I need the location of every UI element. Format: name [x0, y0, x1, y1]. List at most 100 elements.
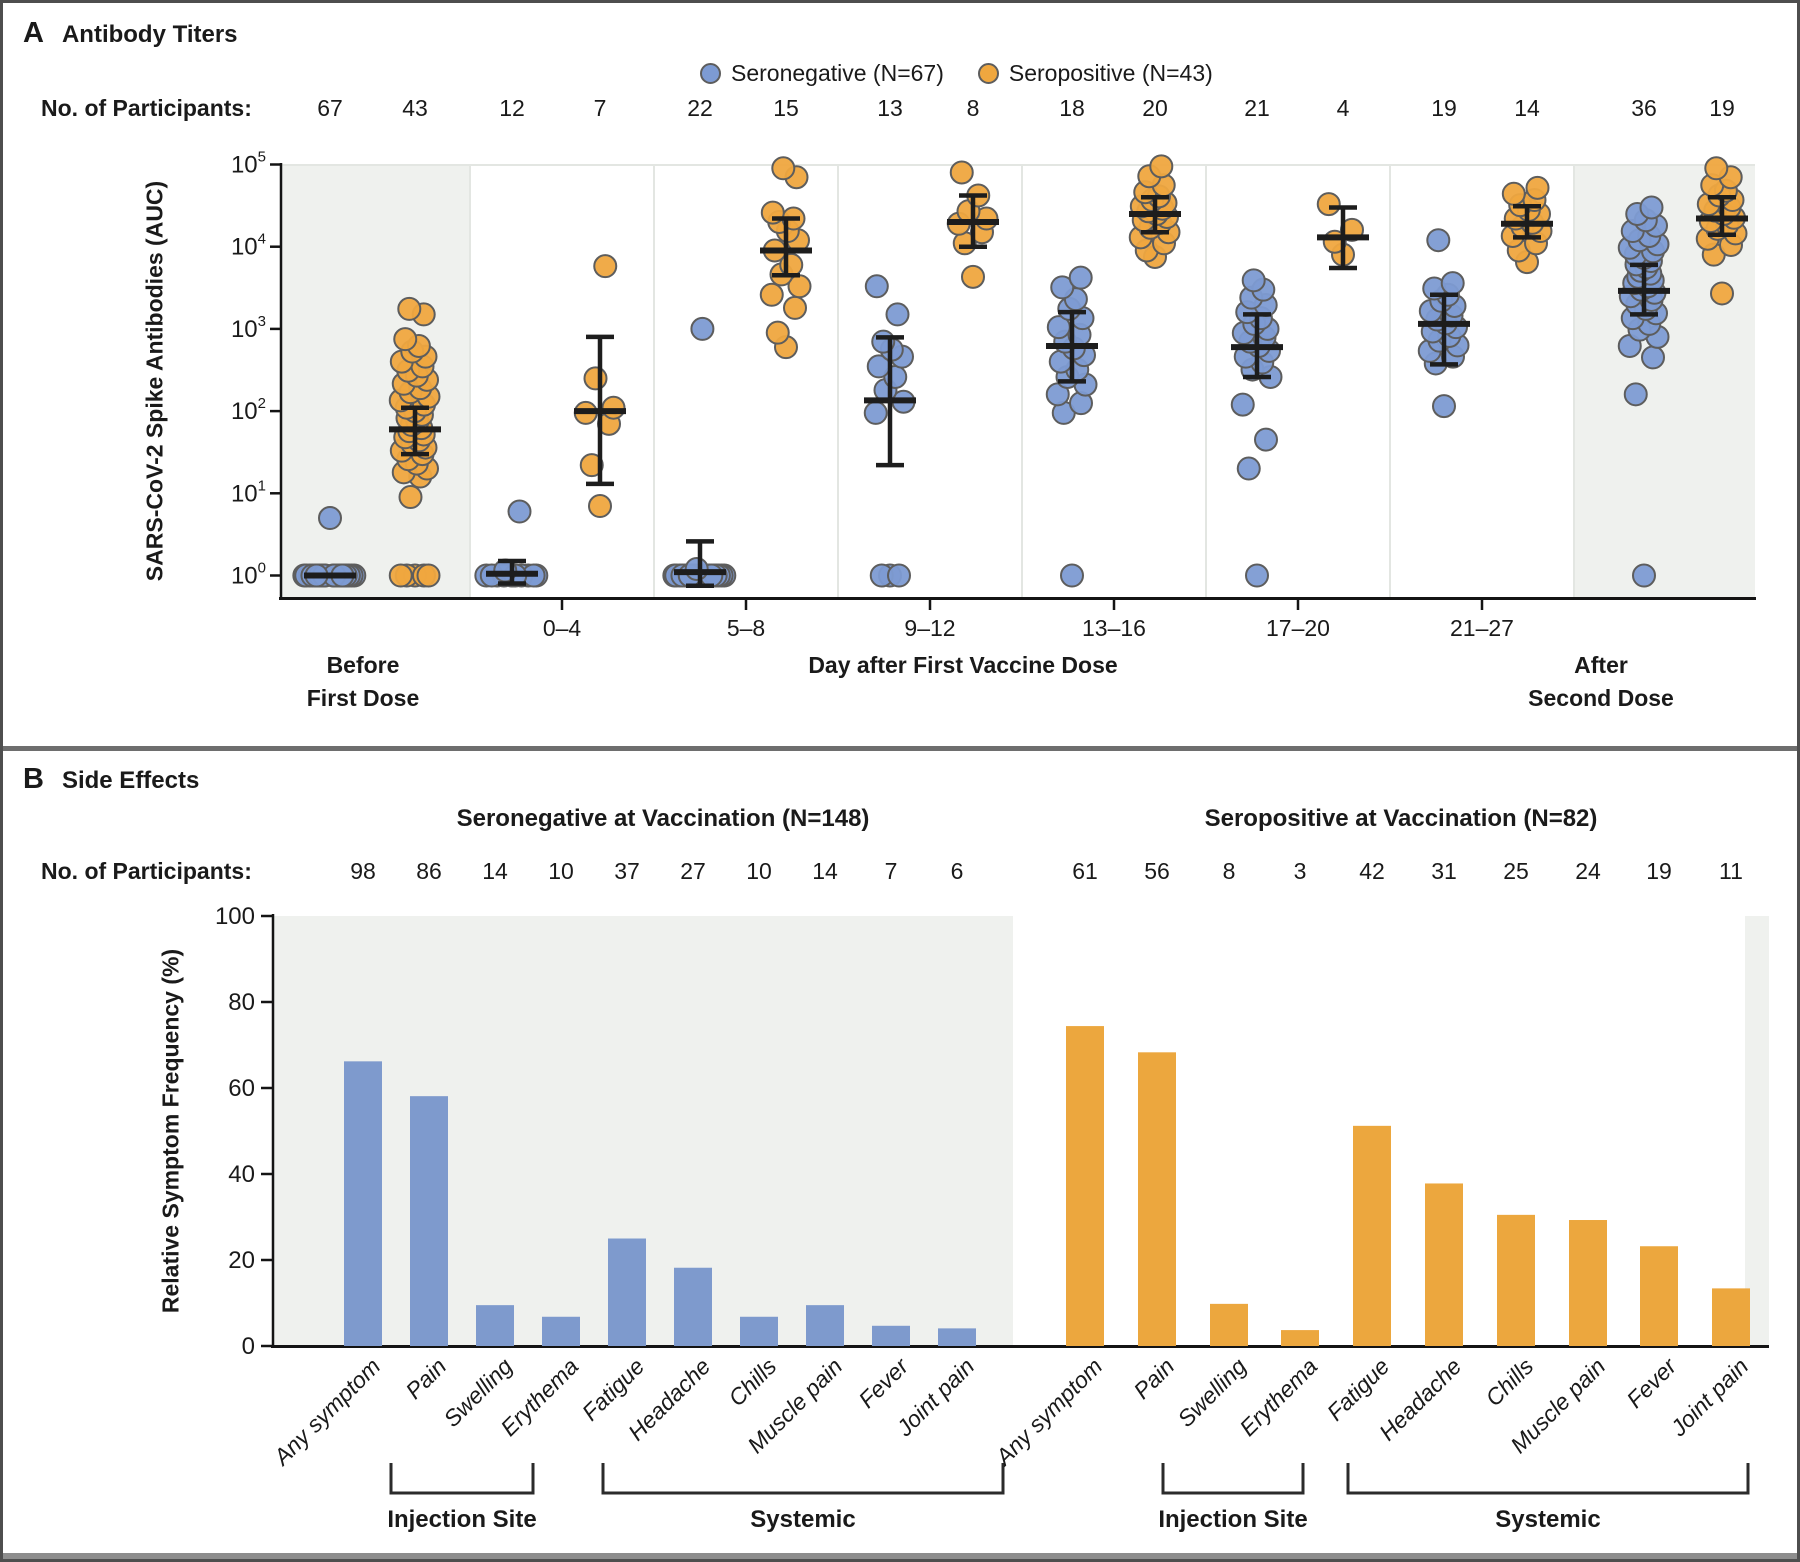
bar-chills	[740, 1316, 778, 1346]
bracket-label: Injection Site	[387, 1506, 536, 1533]
data-point	[1050, 275, 1075, 300]
bar-swelling	[1210, 1303, 1248, 1346]
y-tick-label: 102	[231, 395, 266, 425]
data-point	[864, 274, 889, 299]
participant-count: 27	[680, 858, 706, 884]
x-tick-label: 5–8	[727, 615, 765, 641]
participant-count: 86	[416, 858, 442, 884]
data-point	[1236, 456, 1261, 481]
participant-count: 19	[1709, 95, 1735, 121]
data-point	[416, 563, 441, 588]
x-tick-label: 0–4	[543, 615, 582, 641]
panel-divider	[3, 746, 1797, 751]
data-point	[583, 366, 608, 391]
x-section-before: Before First Dose	[306, 652, 420, 711]
panel-b-name: Side Effects	[61, 767, 200, 794]
bottom-rule	[3, 1553, 1797, 1559]
bar-chills	[1497, 1214, 1535, 1346]
bar-fatigue	[1353, 1125, 1391, 1346]
bar-headache	[674, 1267, 712, 1346]
data-point	[863, 400, 888, 425]
data-point	[1068, 265, 1093, 290]
y-tick-label: 60	[228, 1075, 255, 1102]
y-tick-label: 103	[231, 313, 266, 343]
data-point	[393, 327, 418, 352]
participant-count: 43	[402, 95, 428, 121]
data-point	[1710, 281, 1734, 306]
participant-count: 31	[1431, 858, 1457, 884]
y-tick-label: 100	[231, 560, 266, 590]
error-bar	[674, 539, 726, 589]
data-point	[1501, 181, 1526, 206]
data-point	[1641, 345, 1665, 370]
participant-count: 14	[812, 858, 838, 884]
bar-any-symptom	[344, 1061, 382, 1346]
data-point	[949, 160, 974, 185]
bar-joint-pain	[1712, 1288, 1750, 1346]
panel-a-title: A Antibody Titers	[23, 17, 238, 50]
participant-count: 36	[1631, 95, 1657, 121]
bar-muscle-pain	[806, 1305, 844, 1346]
participant-count: 37	[614, 858, 640, 884]
participant-count: 42	[1359, 858, 1385, 884]
participant-count: 8	[967, 95, 980, 121]
bracket-label: Systemic	[750, 1506, 855, 1533]
bar-joint-pain	[938, 1328, 976, 1346]
legend-item-seropositive: Seropositive (N=43)	[977, 60, 1213, 87]
participant-count: 8	[1223, 858, 1236, 884]
data-point	[507, 499, 532, 524]
error-bar	[1046, 309, 1098, 384]
participant-count: 98	[350, 858, 376, 884]
seronegative-group-header: Seronegative at Vaccination (N=148)	[456, 805, 870, 832]
panel-a-participants-label: No. of Participants:	[41, 95, 252, 121]
data-point	[1632, 563, 1656, 588]
participant-count: 25	[1503, 858, 1529, 884]
data-point	[601, 395, 626, 420]
data-point	[887, 563, 911, 588]
error-bar	[1317, 205, 1369, 271]
participant-count: 14	[1514, 95, 1540, 121]
error-bar	[1501, 204, 1553, 240]
error-bar	[1618, 262, 1670, 317]
data-point	[1623, 382, 1648, 407]
legend-label-seronegative: Seronegative (N=67)	[731, 60, 944, 86]
bracket-label: Injection Site	[1158, 1506, 1307, 1533]
y-tick-label: 20	[228, 1247, 255, 1274]
seronegative-dot-icon	[700, 63, 721, 84]
bar-pain	[410, 1096, 448, 1346]
bar-erythema	[542, 1316, 580, 1346]
data-point	[1245, 563, 1269, 588]
panel-b-letter: B	[23, 763, 44, 795]
participant-count: 20	[1142, 95, 1168, 121]
x-tick-label: 17–20	[1266, 615, 1330, 641]
legend: Seronegative (N=67) Seropositive (N=43)	[700, 60, 1213, 87]
data-point	[1254, 427, 1278, 452]
data-point	[1639, 195, 1664, 220]
participant-count: 19	[1431, 95, 1457, 121]
data-point	[783, 295, 807, 320]
panel-b-participants-label: No. of Participants:	[41, 858, 252, 884]
seropositive-group-header: Seropositive at Vaccination (N=82)	[1204, 805, 1598, 832]
y-tick-label: 100	[215, 903, 255, 930]
data-point	[759, 282, 784, 307]
bar-swelling	[476, 1305, 514, 1346]
participant-count: 24	[1575, 858, 1601, 884]
participant-count: 11	[1719, 858, 1743, 884]
data-point	[684, 556, 709, 581]
bracket	[389, 1463, 535, 1495]
data-point	[318, 506, 342, 531]
x-tick-label: 13–16	[1082, 615, 1146, 641]
participant-count: 22	[687, 95, 713, 121]
data-point	[388, 563, 413, 588]
bracket	[1346, 1463, 1750, 1495]
seropositive-dot-icon	[977, 63, 999, 84]
participant-count: 12	[499, 95, 525, 121]
bracket	[601, 1463, 1005, 1495]
y-tick-label: 40	[228, 1161, 255, 1188]
y-tick-label: 104	[231, 231, 266, 261]
participant-count: 15	[773, 95, 799, 121]
legend-item-seronegative: Seronegative (N=67)	[700, 60, 944, 87]
data-point	[1426, 228, 1451, 253]
y-tick-label: 0	[242, 1333, 255, 1360]
error-bar	[1696, 194, 1748, 237]
